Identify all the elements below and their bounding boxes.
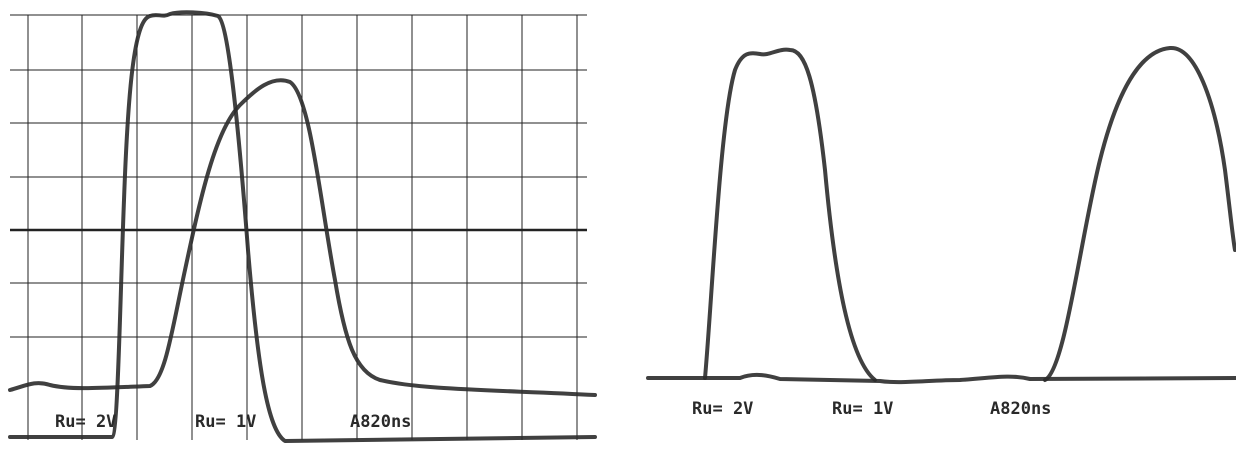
- sine-trace: [1045, 48, 1235, 380]
- graticule: [10, 15, 587, 440]
- baseline-trace: [648, 375, 1236, 382]
- scope-readout: A820ns: [350, 412, 411, 432]
- right-panel: Ru= 2V Ru= 1V A820ns: [648, 48, 1236, 419]
- page: Ru= 2V Ru= 1V A820ns Ru= 2V Ru= 1V A820n…: [0, 0, 1236, 450]
- left-panel: Ru= 2V Ru= 1V A820ns: [10, 12, 595, 441]
- scope-readout: Ru= 1V: [195, 412, 256, 432]
- scope-readout: Ru= 2V: [692, 399, 753, 419]
- pulse-trace: [705, 50, 875, 380]
- screenshot: Ru= 2V Ru= 1V A820ns Ru= 2V Ru= 1V A820n…: [0, 0, 1236, 450]
- scope-readout: Ru= 1V: [832, 399, 893, 419]
- scope-readout: Ru= 2V: [55, 412, 116, 432]
- scope-readout: A820ns: [990, 399, 1051, 419]
